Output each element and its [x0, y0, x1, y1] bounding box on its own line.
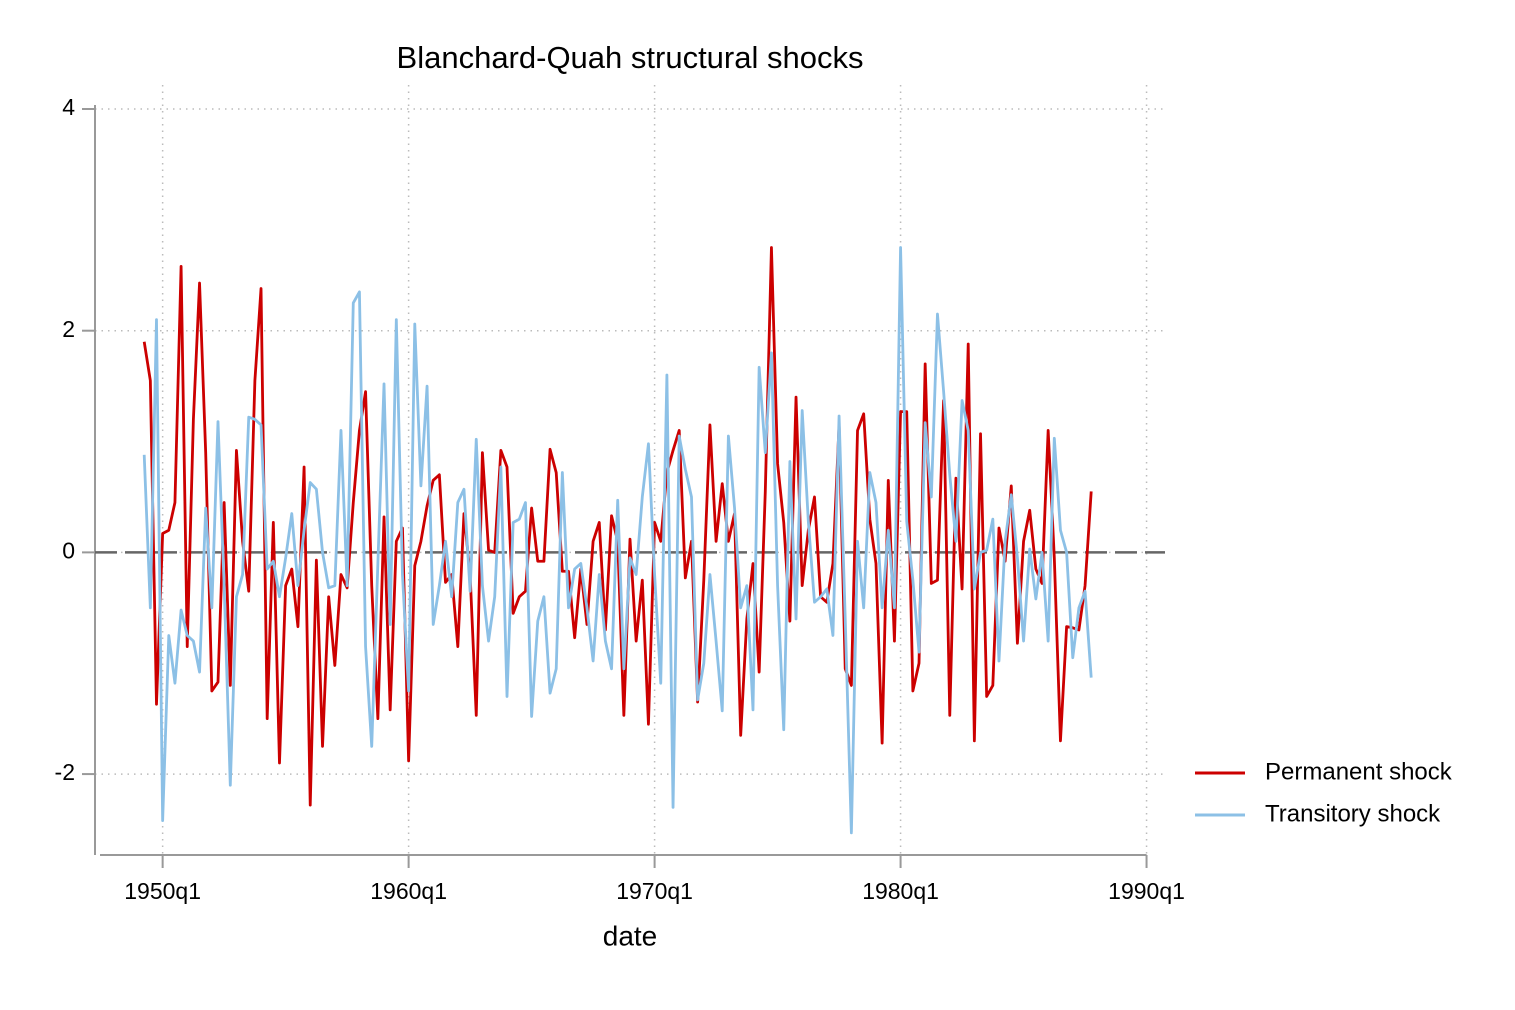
legend-label: Transitory shock: [1265, 800, 1441, 827]
x-tick-label: 1950q1: [124, 878, 201, 904]
y-tick-label: 2: [62, 316, 75, 342]
series-line: [142, 246, 1093, 807]
y-tick-label: 0: [62, 537, 75, 563]
x-tick-label: 1980q1: [862, 878, 939, 904]
series-line: [142, 246, 1093, 835]
x-axis-label: date: [603, 920, 658, 951]
legend-label: Permanent shock: [1265, 758, 1453, 785]
y-tick-label: -2: [55, 759, 75, 785]
x-tick-label: 1960q1: [370, 878, 447, 904]
x-tick-label: 1990q1: [1108, 878, 1185, 904]
x-tick-label: 1970q1: [616, 878, 693, 904]
y-tick-label: 4: [62, 94, 75, 120]
chart-title: Blanchard-Quah structural shocks: [397, 40, 864, 75]
